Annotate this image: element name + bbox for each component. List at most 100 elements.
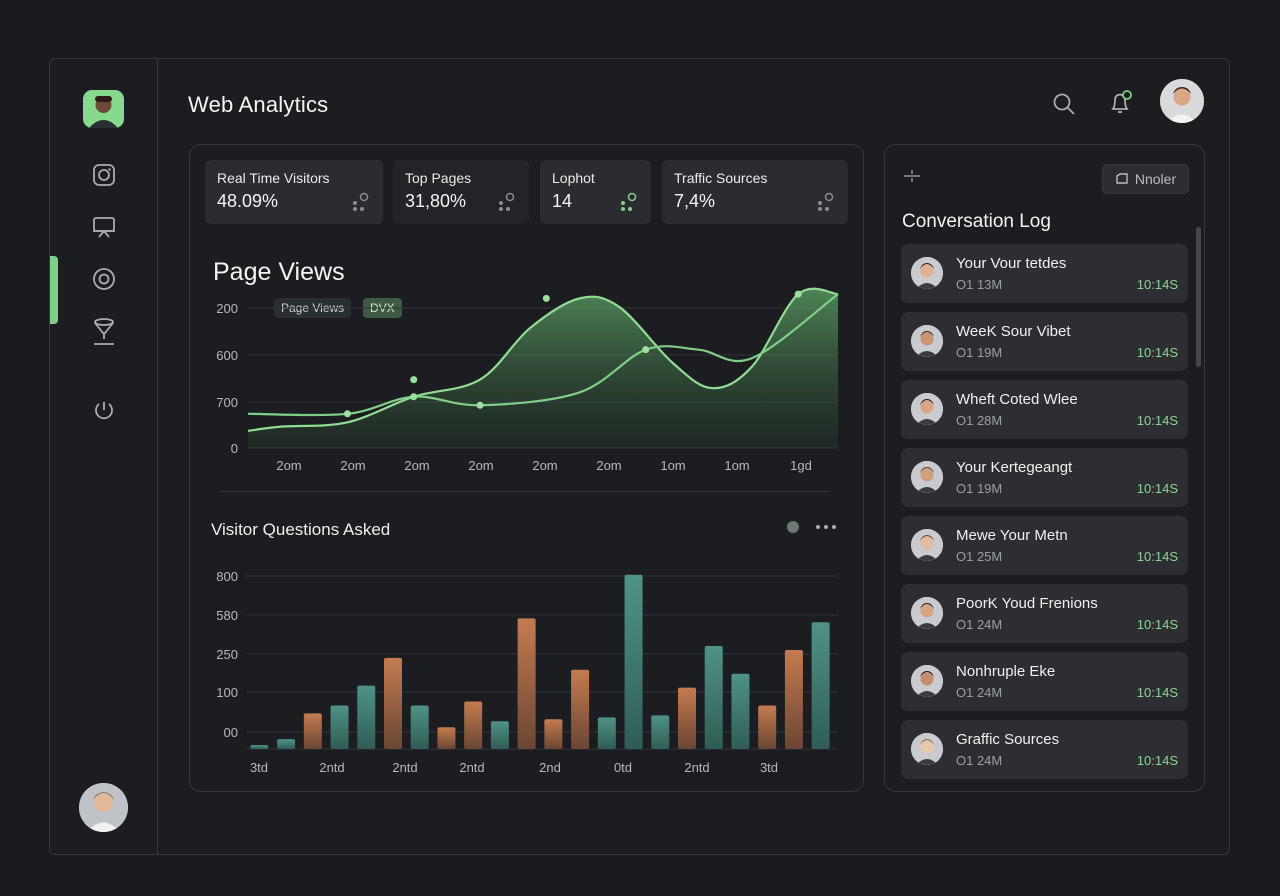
- bar[interactable]: [437, 727, 456, 749]
- more-dot: [824, 525, 828, 529]
- conversation-item[interactable]: Your Vour tetdes O1 13M 10:14S: [901, 244, 1188, 303]
- stat-label: Real Time Visitors: [217, 170, 330, 186]
- x-tick-label: 3td: [250, 760, 268, 775]
- conversation-item[interactable]: Mewe Your Metn O1 25M 10:14S: [901, 516, 1188, 575]
- sidebar: [50, 59, 158, 854]
- stat-label: Lophot: [552, 170, 595, 186]
- bar[interactable]: [517, 618, 536, 749]
- visitor-questions-title: Visitor Questions Asked: [211, 520, 391, 539]
- page-views-area: [248, 288, 838, 448]
- y-tick-label: 0: [231, 441, 238, 456]
- stat-card-traffic-sources[interactable]: Traffic Sources 7,4%: [662, 160, 848, 224]
- network-icon: [499, 192, 515, 211]
- bar[interactable]: [490, 721, 509, 749]
- bar[interactable]: [811, 622, 830, 749]
- x-tick-label: 1om: [660, 458, 685, 473]
- stat-card-real-time-visitors[interactable]: Real Time Visitors 48.09%: [205, 160, 383, 224]
- panel-button-label: Nnoler: [1134, 171, 1177, 187]
- bar[interactable]: [330, 705, 349, 749]
- data-point-marker[interactable]: [343, 410, 351, 418]
- stat-label: Top Pages: [405, 170, 472, 186]
- contact-avatar: [911, 529, 943, 561]
- contact-name: Nonhruple Eke: [956, 663, 1056, 680]
- bar[interactable]: [357, 685, 376, 749]
- contact-avatar: [911, 665, 943, 697]
- network-icon: [818, 192, 834, 211]
- bar[interactable]: [624, 574, 643, 749]
- y-tick-label: 800: [216, 569, 238, 584]
- message-meta: O1 24M: [956, 617, 1003, 632]
- bar[interactable]: [597, 717, 616, 749]
- data-point-marker[interactable]: [794, 290, 802, 298]
- conversation-item[interactable]: Your Kertegeangt O1 19M 10:14S: [901, 448, 1188, 507]
- user-avatar[interactable]: [79, 783, 128, 832]
- funnel-icon[interactable]: [90, 317, 118, 345]
- bar[interactable]: [410, 705, 429, 749]
- power-icon[interactable]: [90, 396, 118, 424]
- bar[interactable]: [277, 739, 296, 749]
- target-icon[interactable]: [90, 265, 118, 293]
- page-views-line: [247, 287, 839, 432]
- data-point-marker[interactable]: [410, 376, 418, 384]
- message-meta: O1 24M: [956, 685, 1003, 700]
- app-window: Web Analytics Real Time Visitors 48.09% …: [49, 58, 1230, 855]
- page-title: Web Analytics: [188, 92, 329, 117]
- stat-value: 7,4%: [674, 191, 716, 211]
- bar[interactable]: [758, 705, 777, 749]
- bar[interactable]: [250, 745, 269, 749]
- status-dot-icon: [787, 521, 799, 533]
- message-meta: O1 19M: [956, 481, 1003, 496]
- contact-avatar: [911, 393, 943, 425]
- x-tick-label: 2om: [596, 458, 621, 473]
- page-views-chart: 200 600 700 0 2om 2om 2om 2om 2om 2om 1om 1om 1gd: [216, 287, 839, 473]
- x-tick-label: 3td: [760, 760, 778, 775]
- scrollbar[interactable]: [1196, 227, 1201, 367]
- sliders-icon[interactable]: [901, 165, 923, 187]
- y-tick-label: 250: [216, 647, 238, 662]
- contact-name: Graffic Sources: [956, 731, 1060, 748]
- conversation-item[interactable]: PoorK Youd Frenions O1 24M 10:14S: [901, 584, 1188, 643]
- profile-avatar[interactable]: [1160, 79, 1204, 123]
- brand-avatar[interactable]: [83, 90, 124, 128]
- message-time: 10:14S: [1136, 413, 1178, 428]
- conversation-list: Your Vour tetdes O1 13M 10:14S WeeK Sour…: [901, 244, 1188, 788]
- data-point-marker[interactable]: [476, 401, 484, 409]
- contact-avatar: [911, 257, 943, 289]
- conversation-item[interactable]: Wheft Coted Wlee O1 28M 10:14S: [901, 380, 1188, 439]
- bar[interactable]: [784, 650, 803, 749]
- x-tick-label: 2nd: [539, 760, 561, 775]
- contact-avatar: [911, 597, 943, 629]
- data-point-marker[interactable]: [542, 294, 550, 302]
- analytics-panel: Real Time Visitors 48.09% Top Pages 31,8…: [189, 144, 864, 792]
- bar[interactable]: [303, 713, 322, 749]
- data-point-marker[interactable]: [410, 393, 418, 401]
- presentation-icon[interactable]: [90, 213, 118, 241]
- stat-value: 31,80%: [405, 191, 467, 211]
- bar[interactable]: [731, 673, 750, 749]
- x-tick-label: 2ntd: [392, 760, 417, 775]
- bar[interactable]: [704, 646, 723, 749]
- bar[interactable]: [678, 687, 696, 749]
- notification-bell-icon[interactable]: [1106, 88, 1136, 118]
- x-tick-label: 0td: [614, 760, 632, 775]
- search-icon[interactable]: [1050, 90, 1078, 118]
- y-tick-label: 600: [216, 348, 238, 363]
- conversation-item[interactable]: Nonhruple Eke O1 24M 10:14S: [901, 652, 1188, 711]
- message-time: 10:14S: [1136, 277, 1178, 292]
- bar[interactable]: [544, 719, 563, 749]
- stat-card-top-pages[interactable]: Top Pages 31,80%: [393, 160, 529, 224]
- panel-action-button[interactable]: Nnoler: [1102, 164, 1189, 194]
- conversation-item[interactable]: Graffic Sources O1 24M 10:14S: [901, 720, 1188, 779]
- bar[interactable]: [651, 715, 670, 749]
- conversation-item[interactable]: WeeK Sour Vibet O1 19M 10:14S: [901, 312, 1188, 371]
- bar[interactable]: [384, 657, 402, 749]
- bar[interactable]: [571, 669, 590, 749]
- stat-card-lophot[interactable]: Lophot 14: [540, 160, 651, 224]
- camera-icon[interactable]: [90, 161, 118, 189]
- chart-options[interactable]: [785, 519, 841, 535]
- network-icon: [621, 192, 637, 211]
- section-divider: [220, 491, 830, 492]
- bar[interactable]: [464, 701, 483, 749]
- visitor-questions-chart: 800 580 250 100 00 3td 2ntd 2ntd 2ntd 2nd 0td 2ntd…: [216, 569, 838, 775]
- data-point-marker[interactable]: [642, 346, 650, 354]
